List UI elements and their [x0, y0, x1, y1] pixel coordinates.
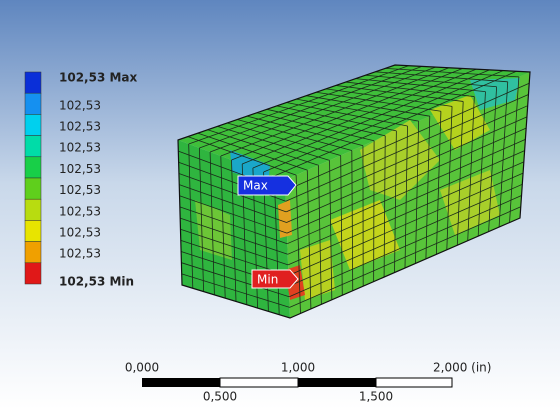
scale-label: 0,500 [203, 390, 237, 404]
legend-swatch [25, 136, 41, 157]
legend-label: 102,53 [59, 247, 101, 261]
legend-swatch [25, 220, 41, 241]
min-probe: Min [252, 270, 298, 288]
legend-label: 102,53 [59, 98, 101, 112]
legend-swatch [25, 242, 41, 263]
legend-label: 102,53 Min [59, 275, 134, 289]
legend-swatch [25, 178, 41, 199]
legend-swatch [25, 263, 41, 284]
legend-label: 102,53 [59, 120, 101, 134]
legend-label: 102,53 [59, 204, 101, 218]
scale-label: 2,000 (in) [433, 361, 491, 375]
max-probe: Max [238, 176, 296, 195]
scale-segment [298, 378, 376, 387]
max-label: Max [243, 179, 268, 193]
legend-label: 102,53 [59, 183, 101, 197]
legend-label: 102,53 [59, 226, 101, 240]
scale-segment [376, 378, 452, 387]
legend-label: 102,53 [59, 162, 101, 176]
contour-patch [300, 240, 335, 300]
scale-label: 0,000 [125, 361, 159, 375]
legend-swatch [25, 93, 41, 114]
scale-label: 1,000 [281, 361, 315, 375]
legend-swatch [25, 114, 41, 135]
scale-segment [142, 378, 220, 387]
legend-swatch [25, 157, 41, 178]
legend-label: 102,53 [59, 141, 101, 155]
legend-label: 102,53 Max [59, 71, 138, 85]
legend-swatch [25, 72, 41, 93]
min-label: Min [257, 273, 278, 287]
scale-label: 1,500 [359, 390, 393, 404]
scale-segment [220, 378, 298, 387]
legend-swatch [25, 199, 41, 220]
